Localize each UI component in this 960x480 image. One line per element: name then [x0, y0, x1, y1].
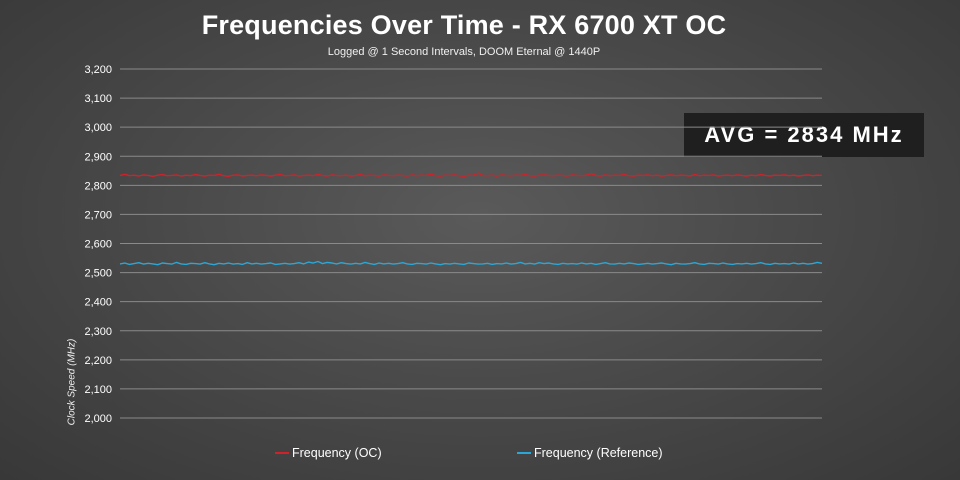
y-tick-label: 2,300 — [84, 326, 112, 338]
chart-subtitle: Logged @ 1 Second Intervals, DOOM Eterna… — [327, 46, 601, 58]
y-tick-labels: 3,200 3,100 3,000 2,900 2,800 2,700 2,600 2,500… — [84, 64, 112, 425]
chart-title: Frequencies Over Time - RX 6700 XT OC — [201, 10, 727, 40]
legend-item-reference: Frequency (Reference) — [517, 446, 663, 460]
average-annotation: AVG = 2834 MHz — [684, 113, 924, 157]
y-tick-label: 2,900 — [84, 151, 112, 163]
legend-swatch-oc — [275, 452, 289, 454]
y-tick-label: 3,100 — [84, 93, 112, 105]
legend-label-oc: Frequency (OC) — [292, 446, 382, 460]
series-line-oc — [119, 172, 823, 178]
legend-swatch-reference — [517, 452, 531, 454]
y-tick-label: 2,700 — [84, 209, 112, 221]
y-tick-label: 2,100 — [84, 384, 112, 396]
legend-label-reference: Frequency (Reference) — [534, 446, 663, 460]
y-tick-label: 2,500 — [84, 268, 112, 280]
y-tick-label: 3,000 — [84, 122, 112, 134]
y-tick-label: 2,600 — [84, 239, 112, 251]
legend-item-oc: Frequency (OC) — [275, 446, 382, 460]
y-tick-label: 2,800 — [84, 180, 112, 192]
gridlines — [120, 68, 822, 419]
series-line-reference — [119, 260, 823, 266]
y-tick-label: 2,000 — [84, 413, 112, 425]
series-lines — [119, 172, 823, 266]
y-tick-label: 2,400 — [84, 297, 112, 309]
y-tick-label: 3,200 — [84, 64, 112, 76]
y-tick-label: 2,200 — [84, 355, 112, 367]
